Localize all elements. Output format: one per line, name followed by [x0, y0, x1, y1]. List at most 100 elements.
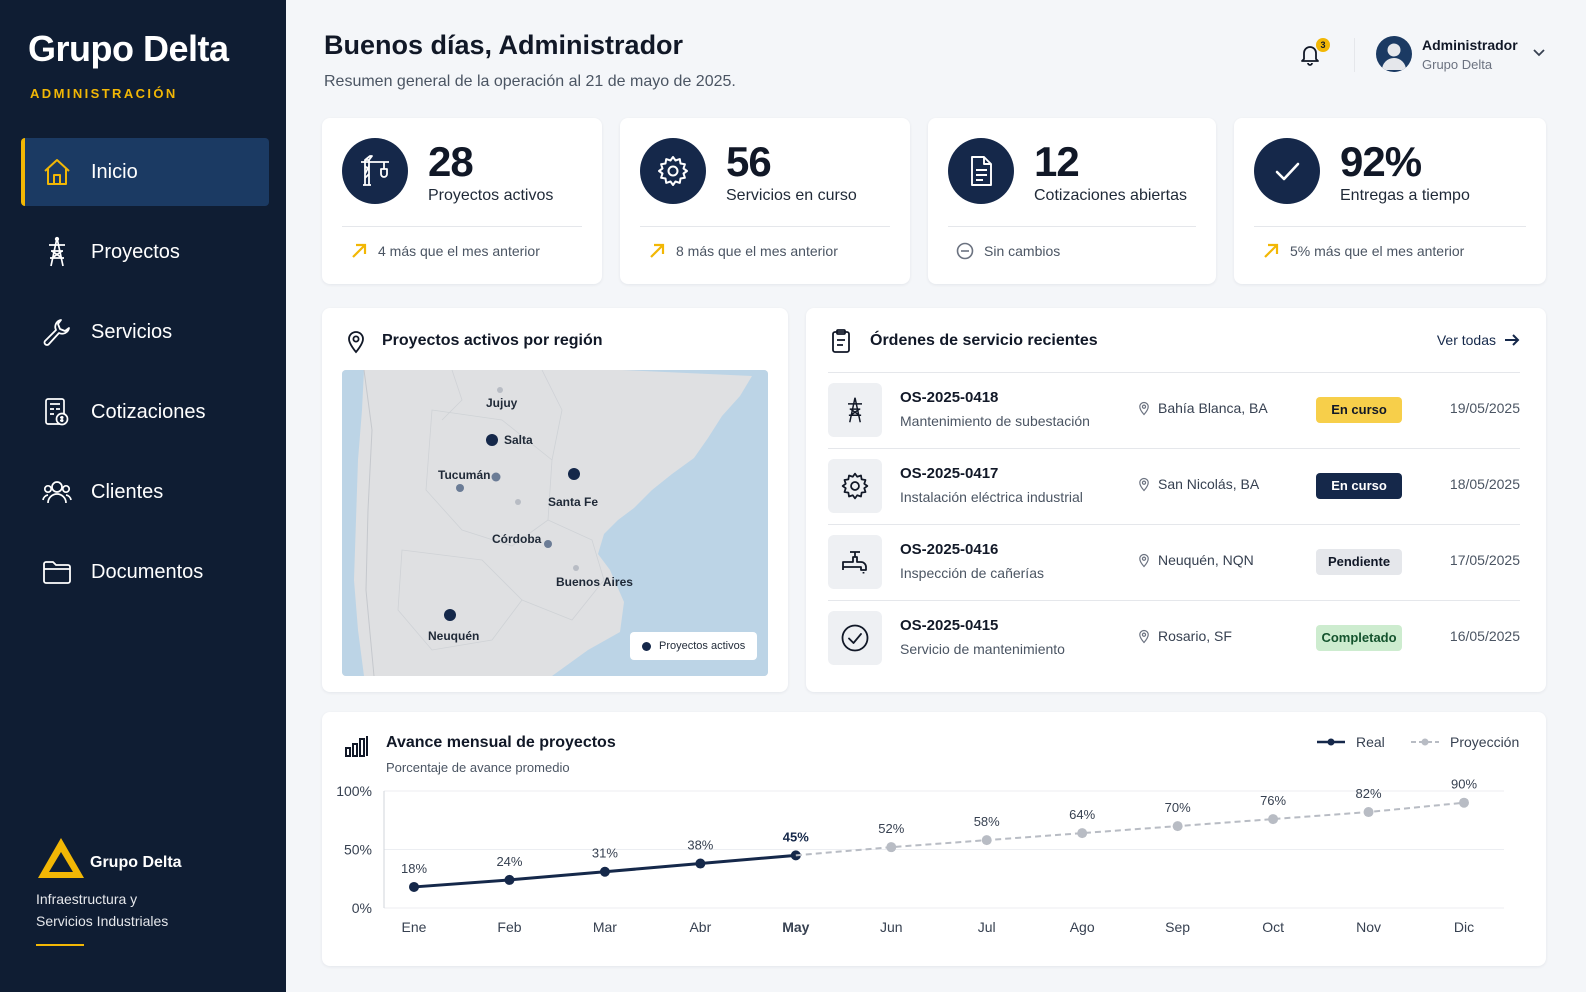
- projection-data-point: [981, 835, 992, 846]
- x-tick-label: Ago: [1070, 919, 1095, 935]
- trend-up-arrow-icon: [1264, 243, 1279, 258]
- bell-icon[interactable]: [1298, 42, 1322, 66]
- users-icon: [42, 481, 72, 504]
- order-row[interactable]: OS-2025-0415 Servicio de mantenimiento R…: [828, 600, 1520, 676]
- data-label: 38%: [687, 838, 713, 853]
- status-badge: Pendiente: [1316, 549, 1402, 575]
- kpi-label: Servicios en curso: [726, 187, 857, 204]
- location-pin-icon: [1139, 553, 1149, 567]
- region-map[interactable]: Jujuy Salta Tucumán Santa Fe Córdoba Bue…: [342, 370, 768, 676]
- kpi-divider: [342, 226, 582, 227]
- projection-data-point: [1268, 814, 1279, 825]
- map-city-label: Neuquén: [428, 629, 480, 643]
- legend-projection[interactable]: Proyección: [1410, 734, 1519, 750]
- sidebar-item-label: Documentos: [91, 560, 204, 583]
- notification-badge: 3: [1316, 38, 1330, 52]
- projection-data-point: [1077, 828, 1088, 839]
- projection-data-point: [1363, 807, 1374, 818]
- sidebar-item-servicios[interactable]: Servicios: [21, 298, 269, 366]
- legend-real-line: [1317, 738, 1345, 746]
- header-divider: [1354, 38, 1355, 72]
- legend-real-label: Real: [1356, 734, 1385, 750]
- kpi-divider: [1254, 226, 1526, 227]
- real-data-point: [599, 866, 610, 877]
- x-tick-label: Sep: [1165, 919, 1190, 935]
- view-all-label: Ver todas: [1436, 332, 1496, 348]
- sidebar-item-label: Inicio: [91, 160, 138, 183]
- x-tick-label: Nov: [1356, 919, 1381, 935]
- kpi-icon-wrap: [1254, 138, 1320, 204]
- kpi-label: Entregas a tiempo: [1340, 187, 1470, 204]
- document-icon: [971, 156, 992, 186]
- order-icon-wrap: [828, 611, 882, 665]
- chevron-down-icon[interactable]: [1532, 48, 1546, 58]
- legend-real[interactable]: Real: [1316, 734, 1385, 750]
- kpi-card-servicios[interactable]: 56 Servicios en curso 8 más que el mes a…: [620, 118, 910, 284]
- y-tick-label: 100%: [336, 783, 372, 799]
- user-menu[interactable]: Administrador Grupo Delta: [1376, 36, 1518, 72]
- order-code: OS-2025-0417: [900, 465, 999, 482]
- order-location-text: San Nicolás, BA: [1158, 476, 1260, 492]
- view-all-link[interactable]: Ver todas: [1437, 332, 1520, 348]
- kpi-trend: 4 más que el mes anterior: [350, 242, 540, 260]
- tower-icon: [49, 236, 65, 267]
- map-city-label: Tucumán: [438, 468, 491, 482]
- sidebar-item-proyectos[interactable]: Proyectos: [21, 218, 269, 286]
- user-org: Grupo Delta: [1422, 56, 1493, 72]
- legend-projection-line: [1411, 738, 1439, 746]
- data-label: 70%: [1165, 800, 1191, 815]
- x-tick-label: Ene: [402, 919, 427, 935]
- order-location-text: Bahía Blanca, BA: [1158, 400, 1268, 416]
- order-desc: Servicio de mantenimiento: [900, 641, 1065, 657]
- map-legend-label: Proyectos activos: [659, 640, 746, 652]
- kpi-divider: [640, 226, 890, 227]
- kpi-trend: 5% más que el mes anterior: [1262, 242, 1464, 260]
- order-row[interactable]: OS-2025-0417 Instalación eléctrica indus…: [828, 448, 1520, 524]
- map-graphic: [342, 370, 768, 676]
- sidebar-item-label: Proyectos: [91, 240, 180, 263]
- orders-panel-title: Órdenes de servicio recientes: [870, 332, 1098, 349]
- order-row[interactable]: OS-2025-0418 Mantenimiento de subestació…: [828, 372, 1520, 448]
- order-row[interactable]: OS-2025-0416 Inspección de cañerías Neuq…: [828, 524, 1520, 600]
- footer-brand-name: Grupo Delta: [90, 854, 182, 871]
- data-label: 90%: [1451, 777, 1477, 792]
- orders-panel: Órdenes de servicio recientes Ver todas …: [806, 308, 1546, 692]
- projection-data-point: [1172, 821, 1183, 832]
- sidebar-item-label: Servicios: [91, 320, 173, 343]
- sidebar-nav: Inicio Proyectos Servicios Cotizaciones …: [21, 138, 269, 618]
- kpi-card-entregas[interactable]: 92% Entregas a tiempo 5% más que el mes …: [1234, 118, 1546, 284]
- kpi-trend: 8 más que el mes anterior: [648, 242, 838, 260]
- kpi-value: 92%: [1340, 138, 1422, 185]
- home-icon: [44, 159, 70, 185]
- order-code: OS-2025-0418: [900, 389, 999, 406]
- kpi-icon-wrap: [948, 138, 1014, 204]
- sidebar-footer: Grupo Delta Infraestructura y Servicios …: [36, 836, 256, 946]
- sidebar-item-clientes[interactable]: Clientes: [21, 458, 269, 526]
- kpi-label: Proyectos activos: [428, 187, 554, 204]
- x-tick-label: Oct: [1262, 919, 1284, 935]
- kpi-divider: [948, 226, 1196, 227]
- y-tick-label: 50%: [344, 842, 372, 858]
- projection-data-point: [886, 842, 897, 853]
- clipboard-icon: [832, 329, 850, 353]
- brand-subtitle: ADMINISTRACIÓN: [30, 86, 178, 101]
- tower-icon: [848, 397, 862, 423]
- calculator-doc-icon: [45, 398, 69, 426]
- sidebar-item-cotizaciones[interactable]: Cotizaciones: [21, 378, 269, 446]
- avatar: [1376, 36, 1412, 72]
- kpi-value: 12: [1034, 138, 1080, 185]
- sidebar-item-inicio[interactable]: Inicio: [21, 138, 269, 206]
- no-change-icon: [956, 242, 974, 260]
- order-location: Rosario, SF: [1138, 628, 1232, 644]
- kpi-card-proyectos[interactable]: 28 Proyectos activos 4 más que el mes an…: [322, 118, 602, 284]
- chart-title: Avance mensual de proyectos: [386, 734, 616, 751]
- kpi-card-cotizaciones[interactable]: 12 Cotizaciones abiertas Sin cambios: [928, 118, 1216, 284]
- kpi-value: 56: [726, 138, 772, 185]
- progress-chart-panel: Avance mensual de proyectos Porcentaje d…: [322, 712, 1546, 966]
- kpi-trend-text: 5% más que el mes anterior: [1290, 243, 1465, 259]
- order-icon-wrap: [828, 383, 882, 437]
- user-name: Administrador: [1422, 36, 1518, 53]
- order-location-text: Neuquén, NQN: [1158, 552, 1254, 568]
- bar-chart-icon: [345, 736, 368, 757]
- sidebar-item-documentos[interactable]: Documentos: [21, 538, 269, 606]
